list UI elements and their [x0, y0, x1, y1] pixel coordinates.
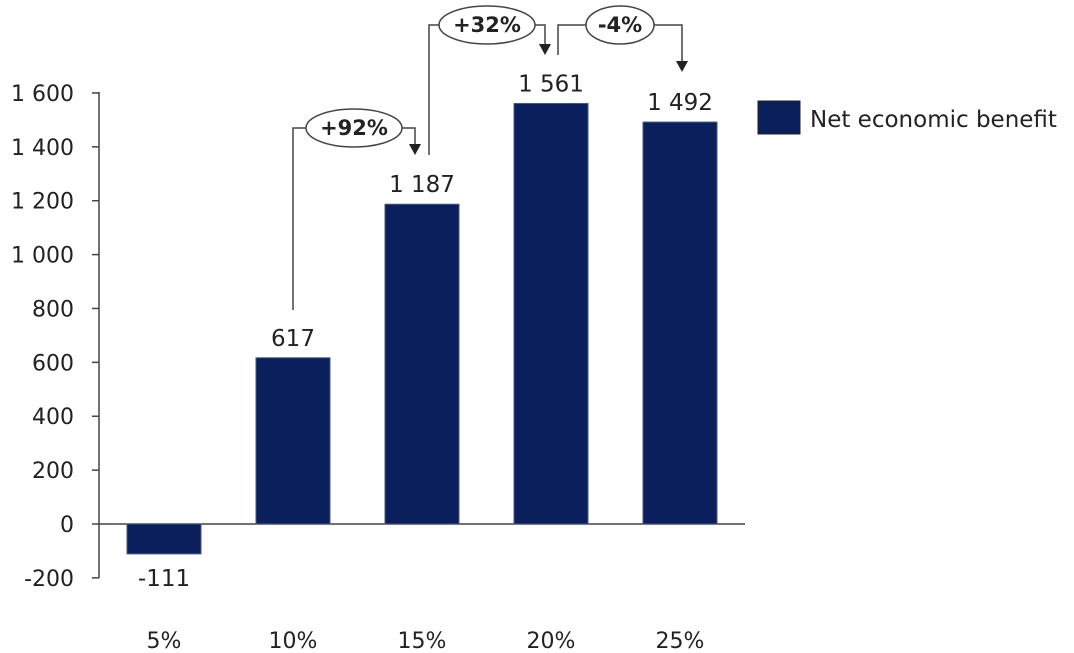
growth-annotation: +92% [292, 108, 421, 310]
category-label: 5% [147, 629, 182, 653]
annotation-bubble [305, 108, 403, 148]
y-tick-label: 1 200 [11, 190, 74, 215]
data-label: 1 492 [647, 90, 713, 116]
annotation-label: +32% [453, 13, 521, 37]
legend: Net economic benefit [757, 100, 1057, 135]
y-tick-label: 1 600 [11, 82, 74, 107]
bar [642, 121, 718, 525]
annotation-label: +92% [320, 116, 388, 140]
y-tick-label: 800 [32, 297, 74, 322]
data-label: 617 [271, 326, 315, 352]
annotation-bubble [438, 5, 536, 45]
data-label: 1 561 [518, 71, 584, 97]
category-label: 10% [269, 629, 318, 653]
legend-swatch [757, 100, 801, 135]
category-label: 15% [398, 629, 447, 653]
y-tick-label: 0 [60, 513, 74, 538]
annotations: +92% +32% -4% [292, 5, 688, 310]
annotation-arrow [409, 144, 421, 155]
growth-annotation: -4% [557, 5, 688, 72]
y-tick-label: 1 400 [11, 136, 74, 161]
legend-label: Net economic benefit [810, 107, 1057, 133]
data-label: -111 [138, 566, 190, 592]
data-label: 1 187 [389, 172, 455, 198]
data-labels: -111 617 1 187 1 561 1 492 [138, 71, 713, 591]
y-tick-label: 600 [32, 351, 74, 376]
y-tick-label: 200 [32, 459, 74, 484]
category-label: 25% [656, 629, 705, 653]
annotation-label: -4% [598, 13, 642, 37]
bar [126, 523, 202, 555]
y-ticks: -200 0 200 400 600 800 1 000 1 200 1 400 1 600 [11, 82, 99, 592]
category-label: 20% [527, 629, 576, 653]
bar [384, 203, 460, 525]
category-labels: 5% 10% 15% 20% 25% [147, 629, 705, 653]
growth-annotation: +32% [428, 5, 551, 155]
bar [255, 357, 331, 525]
annotation-arrow [676, 61, 688, 72]
bar [513, 102, 589, 525]
bars [126, 102, 718, 555]
annotation-arrow [539, 44, 551, 55]
y-tick-label: -200 [24, 567, 74, 592]
annotation-bubble [585, 5, 655, 45]
y-tick-label: 400 [32, 405, 74, 430]
y-tick-label: 1 000 [11, 244, 74, 269]
axes: -200 0 200 400 600 800 1 000 1 200 1 400 1 600 [11, 82, 745, 592]
